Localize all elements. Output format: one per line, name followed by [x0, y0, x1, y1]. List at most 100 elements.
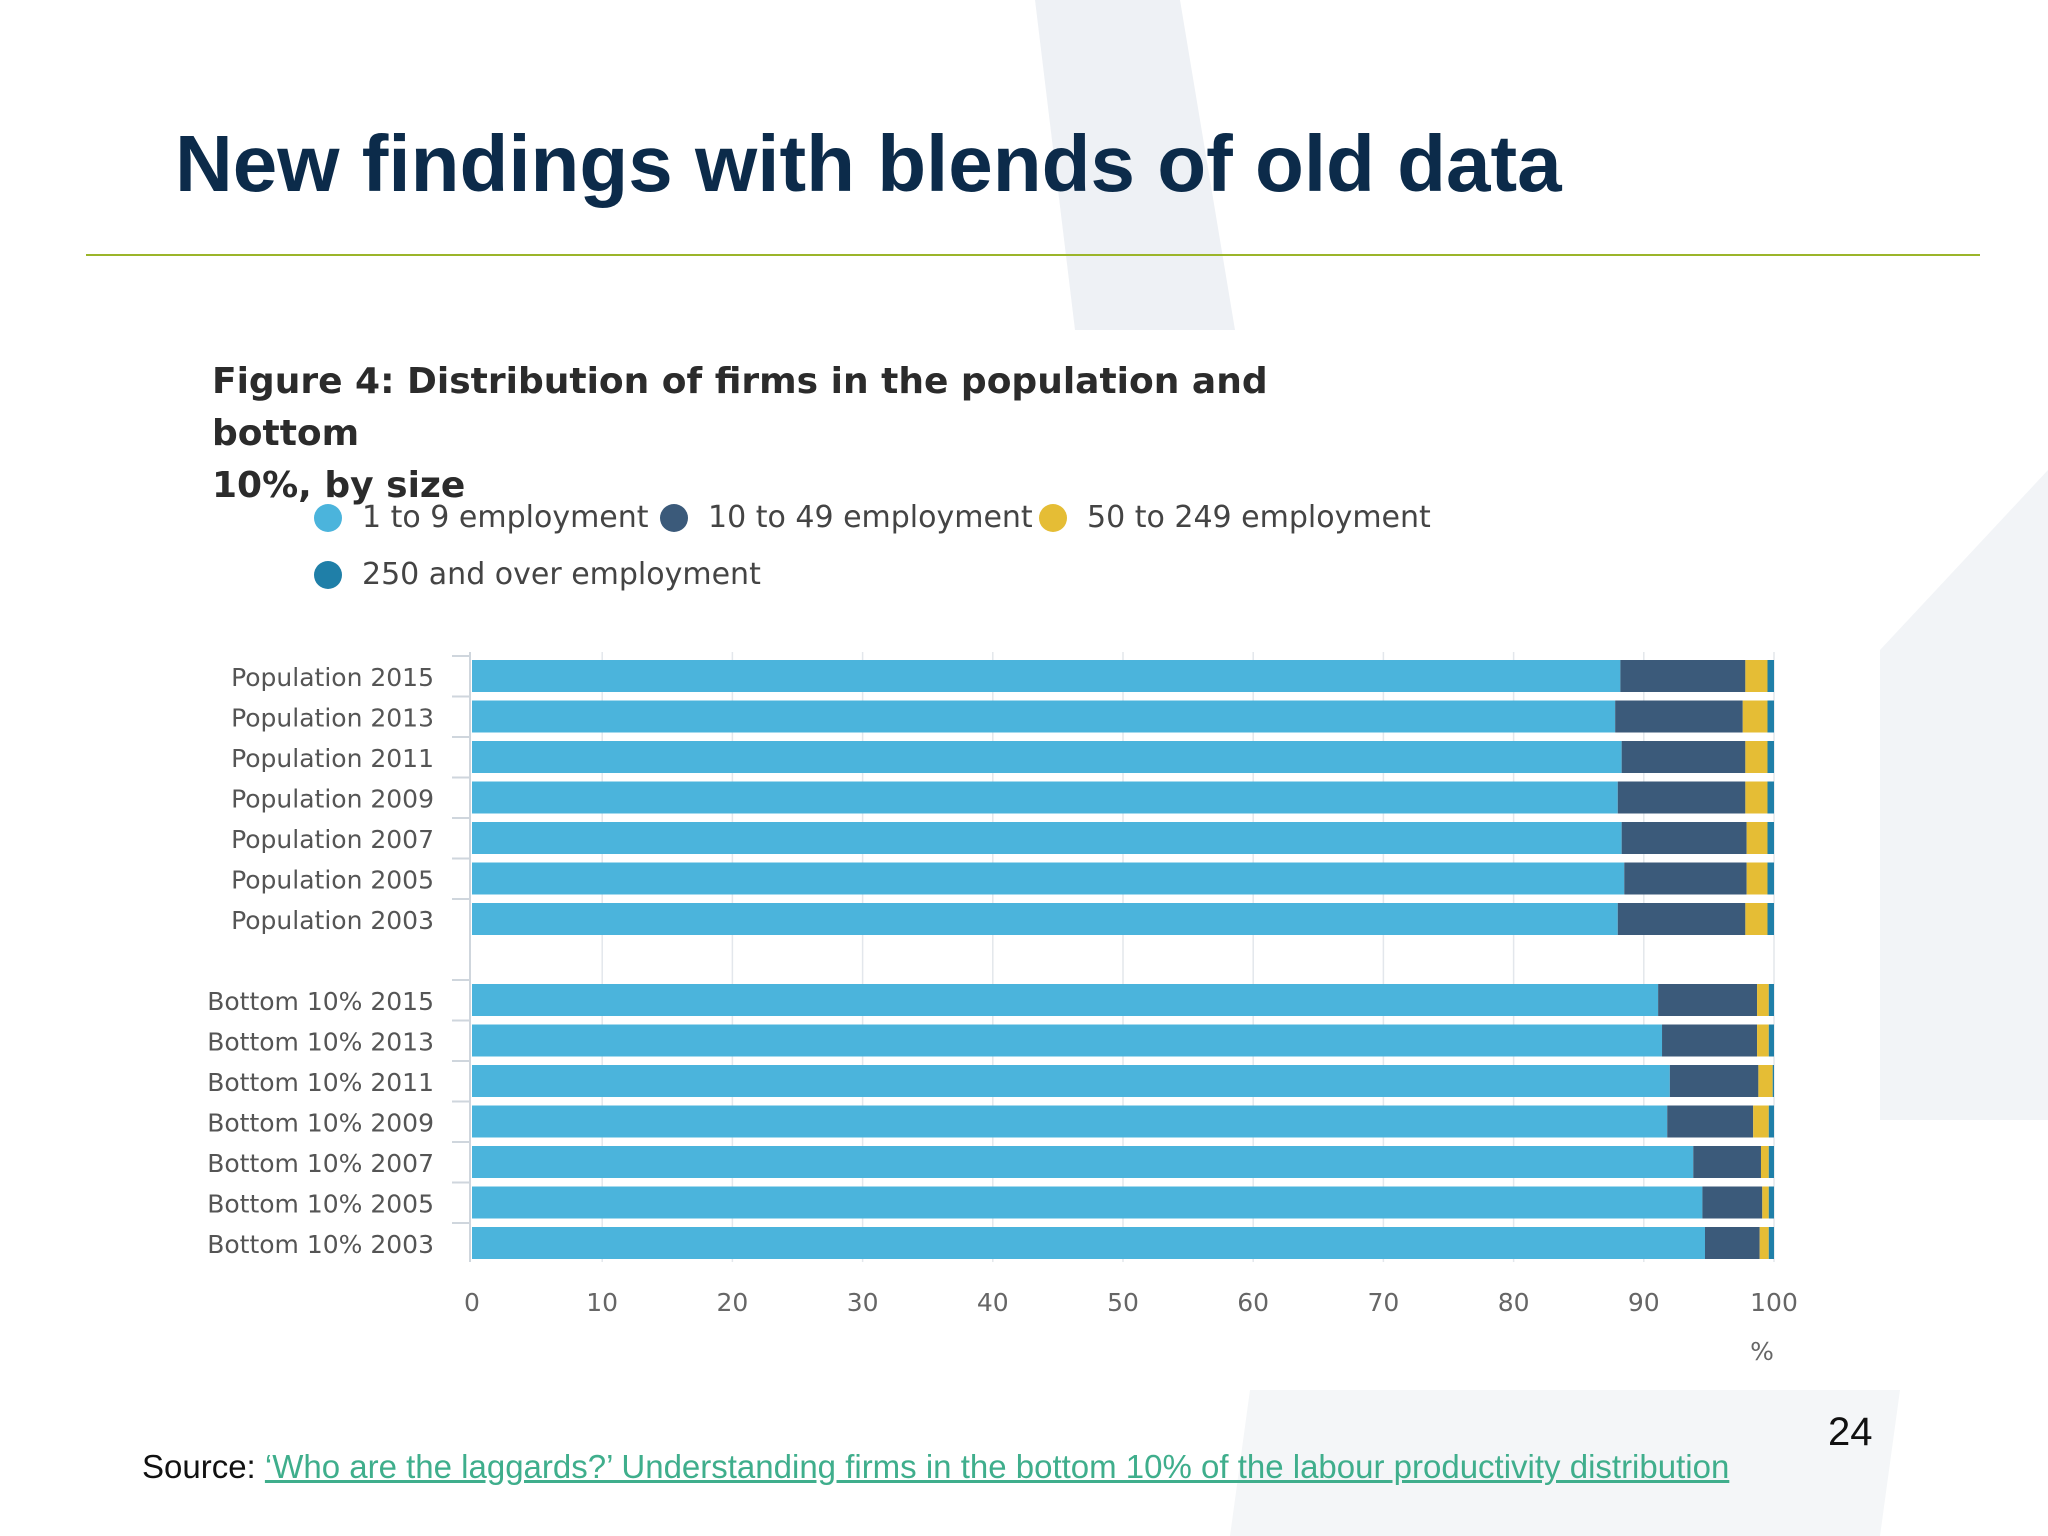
- bar-segment[interactable]: [1759, 1227, 1769, 1259]
- legend-label: 10 to 49 employment: [708, 500, 1033, 535]
- chart-title: Figure 4: Distribution of firms in the p…: [212, 356, 1362, 512]
- y-tick-label: Population 2015: [231, 663, 434, 692]
- chart-title-line-1: Figure 4: Distribution of firms in the p…: [212, 361, 1268, 454]
- bar-segment[interactable]: [1693, 1146, 1761, 1178]
- bar-segment[interactable]: [1767, 781, 1774, 814]
- y-tick-label: Bottom 10% 2011: [207, 1068, 434, 1097]
- legend-label: 50 to 249 employment: [1087, 500, 1431, 535]
- y-tick-label: Population 2009: [231, 785, 434, 814]
- bar-segment[interactable]: [472, 741, 1622, 773]
- bar-segment[interactable]: [472, 700, 1616, 733]
- bar-segment[interactable]: [1620, 660, 1746, 692]
- bar-segment[interactable]: [1621, 822, 1747, 854]
- x-tick-label: 0: [464, 1288, 480, 1317]
- bar-segment[interactable]: [472, 781, 1618, 814]
- bar-segment[interactable]: [472, 1227, 1705, 1259]
- bar-segment[interactable]: [1742, 700, 1768, 733]
- bar-segment[interactable]: [472, 1105, 1668, 1138]
- bar-segment[interactable]: [472, 1065, 1670, 1097]
- legend-dot-icon: [314, 503, 342, 532]
- bar-segment[interactable]: [1767, 862, 1774, 895]
- bar-segment[interactable]: [1745, 781, 1768, 814]
- y-tick-label: Population 2005: [231, 866, 434, 895]
- legend-label: 1 to 9 employment: [362, 500, 649, 535]
- slide-title: New findings with blends of old data: [175, 119, 1562, 208]
- x-tick-label: 70: [1367, 1288, 1399, 1317]
- bar-segment[interactable]: [1768, 1146, 1774, 1178]
- x-tick-label: 10: [586, 1288, 618, 1317]
- source-prefix: Source:: [142, 1448, 265, 1485]
- y-tick-label: Bottom 10% 2015: [207, 987, 434, 1016]
- bar-segment[interactable]: [1702, 1186, 1763, 1219]
- legend-item-1-to-9[interactable]: 1 to 9 employment: [314, 500, 649, 535]
- bar-segment[interactable]: [1617, 903, 1746, 935]
- bar-segment[interactable]: [472, 1146, 1694, 1178]
- x-tick-label: 20: [716, 1288, 748, 1317]
- bar-segment[interactable]: [1760, 1146, 1769, 1178]
- legend-label: 250 and over employment: [362, 557, 761, 592]
- bar-segment[interactable]: [472, 903, 1618, 935]
- bar-segment[interactable]: [1768, 984, 1774, 1016]
- bar-segment[interactable]: [1757, 984, 1769, 1016]
- x-tick-label: 80: [1498, 1288, 1530, 1317]
- bar-segment[interactable]: [1704, 1227, 1760, 1259]
- bar-segment[interactable]: [1667, 1105, 1754, 1138]
- bar-segment[interactable]: [1746, 862, 1768, 895]
- bar-segment[interactable]: [1768, 1024, 1774, 1057]
- bar-segment[interactable]: [1772, 1065, 1774, 1097]
- bar-segment[interactable]: [1767, 822, 1774, 854]
- legend-dot-icon: [1039, 503, 1067, 532]
- bar-segment[interactable]: [1767, 741, 1774, 773]
- bar-segment[interactable]: [1745, 660, 1768, 692]
- bar-segment[interactable]: [1617, 781, 1746, 814]
- bar-segment[interactable]: [1662, 1024, 1758, 1057]
- bar-segment[interactable]: [472, 862, 1625, 895]
- bar-segment[interactable]: [1624, 862, 1747, 895]
- legend-item-250-and-over[interactable]: 250 and over employment: [314, 557, 761, 592]
- bar-segment[interactable]: [1745, 741, 1768, 773]
- x-tick-label: 100: [1750, 1288, 1798, 1317]
- y-tick-label: Population 2013: [231, 704, 434, 733]
- title-divider: [86, 254, 1980, 256]
- bar-segment[interactable]: [472, 984, 1659, 1016]
- chart-legend: 1 to 9 employment 10 to 49 employment 50…: [314, 500, 1514, 620]
- bar-segment[interactable]: [1746, 822, 1768, 854]
- y-tick-label: Population 2003: [231, 906, 434, 935]
- bar-segment[interactable]: [1658, 984, 1758, 1016]
- bar-segment[interactable]: [1615, 700, 1743, 733]
- bar-segment[interactable]: [1768, 1227, 1774, 1259]
- legend-item-10-to-49[interactable]: 10 to 49 employment: [660, 500, 1033, 535]
- bar-segment[interactable]: [1768, 1186, 1774, 1219]
- x-tick-label: 40: [977, 1288, 1009, 1317]
- y-tick-label: Bottom 10% 2005: [207, 1190, 434, 1219]
- bar-segment[interactable]: [1745, 903, 1768, 935]
- bar-segment[interactable]: [1669, 1065, 1759, 1097]
- bar-segment[interactable]: [1768, 1105, 1774, 1138]
- source-citation: Source: ‘Who are the laggards?’ Understa…: [142, 1448, 1729, 1486]
- bar-segment[interactable]: [472, 1186, 1703, 1219]
- bar-segment[interactable]: [1621, 741, 1746, 773]
- source-link[interactable]: ‘Who are the laggards?’ Understanding fi…: [264, 1448, 1730, 1485]
- x-tick-label: 60: [1237, 1288, 1269, 1317]
- y-tick-label: Bottom 10% 2009: [207, 1109, 434, 1138]
- bar-segment[interactable]: [472, 1024, 1663, 1057]
- bar-segment[interactable]: [1753, 1105, 1769, 1138]
- bar-segment[interactable]: [472, 822, 1622, 854]
- x-tick-label: 50: [1107, 1288, 1139, 1317]
- bar-segment[interactable]: [1758, 1065, 1773, 1097]
- x-tick-label: 30: [847, 1288, 879, 1317]
- bar-segment[interactable]: [1767, 700, 1774, 733]
- x-axis-label: %: [1750, 1337, 1774, 1366]
- y-tick-label: Bottom 10% 2007: [207, 1149, 434, 1178]
- bar-segment[interactable]: [1767, 903, 1774, 935]
- y-tick-label: Bottom 10% 2013: [207, 1028, 434, 1057]
- bar-segment[interactable]: [1757, 1024, 1769, 1057]
- legend-item-50-to-249[interactable]: 50 to 249 employment: [1039, 500, 1431, 535]
- y-tick-label: Population 2007: [231, 825, 434, 854]
- legend-dot-icon: [660, 503, 688, 532]
- chart-title-line-2: 10%, by size: [212, 465, 466, 506]
- bar-segment[interactable]: [1767, 660, 1774, 692]
- y-tick-label: Population 2011: [231, 744, 434, 773]
- bar-segment[interactable]: [472, 660, 1621, 692]
- bar-segment[interactable]: [1762, 1186, 1769, 1219]
